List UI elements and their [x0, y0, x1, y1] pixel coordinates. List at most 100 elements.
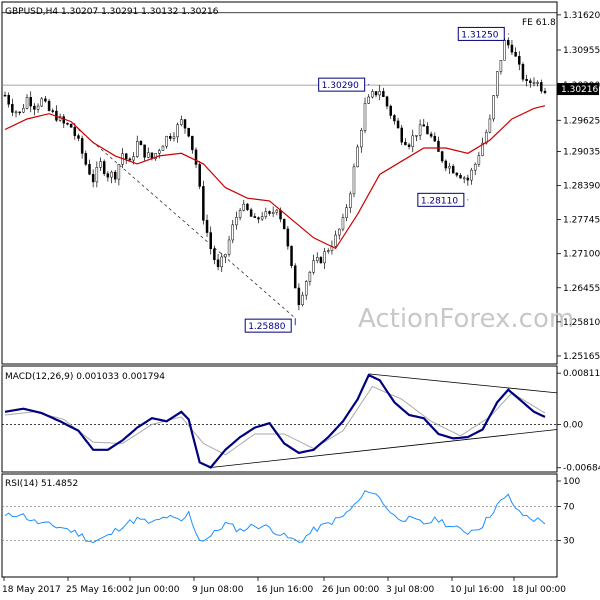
candle-body: [297, 287, 301, 306]
candle-body: [323, 251, 326, 264]
candle-body: [338, 228, 341, 236]
price-tick-label: 1.25810: [563, 318, 600, 328]
price-tick-label: 1.27745: [563, 216, 600, 226]
candle-body: [503, 39, 506, 61]
price-annotation-box: [417, 192, 465, 207]
candle-body: [77, 135, 80, 139]
candlestick-series: [3, 37, 547, 311]
candle-body: [507, 39, 510, 46]
candle-body: [69, 123, 73, 128]
candle-body: [95, 167, 99, 183]
macd-trendlines: [210, 373, 558, 468]
candle-body: [205, 220, 209, 233]
price-tick-label: 1.28390: [563, 182, 600, 192]
candle-body: [374, 91, 378, 96]
candle-body: [44, 98, 47, 102]
svg-text:1.30216: 1.30216: [561, 85, 598, 95]
candle-body: [448, 165, 451, 169]
candle-body: [172, 136, 176, 139]
current-price-marker: 1.30216: [557, 83, 599, 96]
x-tick-label: 2 Jun 00:00: [128, 585, 180, 595]
rsi-y-axis: 100 70 30: [557, 477, 580, 547]
fib-level-label: FE 61.8: [522, 18, 556, 28]
candle-body: [470, 169, 473, 181]
candle-body: [290, 245, 293, 266]
candle-body: [301, 294, 304, 306]
rsi-line: [4, 490, 546, 544]
price-tick-label: 1.30955: [563, 46, 600, 56]
candle-body: [102, 161, 106, 174]
candle-body: [260, 216, 264, 220]
candle-body: [202, 186, 205, 221]
candle-body: [407, 144, 411, 147]
candle-body: [319, 257, 323, 264]
candle-body: [198, 164, 201, 187]
candle-body: [462, 177, 466, 180]
candle-body: [382, 91, 385, 97]
candle-body: [264, 211, 268, 217]
candle-body: [106, 173, 110, 178]
candle-body: [18, 111, 21, 114]
candle-body: [525, 79, 528, 82]
candle-body: [422, 124, 426, 127]
candle-body: [22, 108, 25, 113]
candle-body: [356, 146, 359, 168]
candle-body: [529, 80, 532, 84]
macd-trendline: [368, 373, 558, 394]
candle-body: [312, 260, 315, 273]
price-tick-label: 1.25165: [563, 352, 600, 362]
candle-body: [304, 281, 308, 296]
candle-body: [227, 239, 231, 255]
candle-body: [62, 116, 66, 124]
watermark: ActionForex.com: [358, 304, 574, 334]
candle-body: [345, 207, 348, 218]
candle-body: [135, 140, 139, 157]
candle-body: [536, 82, 539, 84]
candle-body: [477, 155, 481, 165]
price-annotation-label: 1.30290: [322, 81, 359, 91]
candle-body: [473, 163, 477, 171]
candle-body: [440, 151, 444, 162]
candle-body: [334, 234, 337, 247]
price-tick-label: 1.27100: [563, 250, 600, 260]
x-tick-label: 25 May 16:00: [66, 585, 128, 595]
x-tick-label: 16 Jun 16:00: [256, 585, 313, 595]
candle-body: [286, 228, 290, 247]
candle-body: [216, 259, 220, 268]
candle-body: [158, 150, 161, 154]
candle-body: [213, 248, 216, 261]
x-tick-label: 26 Jun 00:00: [322, 585, 379, 595]
candle-body: [415, 135, 418, 137]
candle-body: [466, 177, 470, 181]
candle-body: [194, 149, 198, 165]
candle-body: [51, 110, 55, 112]
candle-body: [271, 211, 275, 214]
candle-body: [451, 165, 455, 174]
candle-body: [33, 105, 36, 110]
candle-body: [161, 145, 165, 151]
candle-body: [36, 105, 40, 110]
candle-body: [147, 152, 150, 158]
x-tick-label: 18 Jul 00:00: [512, 585, 566, 595]
candle-body: [242, 203, 246, 211]
candle-body: [180, 119, 183, 125]
candle-body: [40, 98, 43, 107]
x-tick-label: 10 Jul 16:00: [450, 585, 504, 595]
candle-body: [132, 156, 135, 161]
rsi-tick-label: 70: [563, 503, 575, 513]
price-tick-label: 1.29625: [563, 116, 600, 126]
price-tick-label: 1.26455: [563, 284, 600, 294]
candle-body: [169, 136, 172, 139]
x-tick-label: 3 Jul 08:00: [386, 585, 435, 595]
candle-body: [510, 44, 514, 53]
candle-body: [7, 95, 10, 105]
candle-body: [514, 51, 517, 57]
candle-body: [235, 216, 238, 226]
candle-body: [433, 135, 437, 142]
candle-body: [154, 153, 157, 159]
candle-body: [113, 171, 117, 180]
candle-body: [484, 131, 488, 144]
price-annotation-box: [457, 26, 505, 41]
candle-body: [437, 140, 440, 152]
